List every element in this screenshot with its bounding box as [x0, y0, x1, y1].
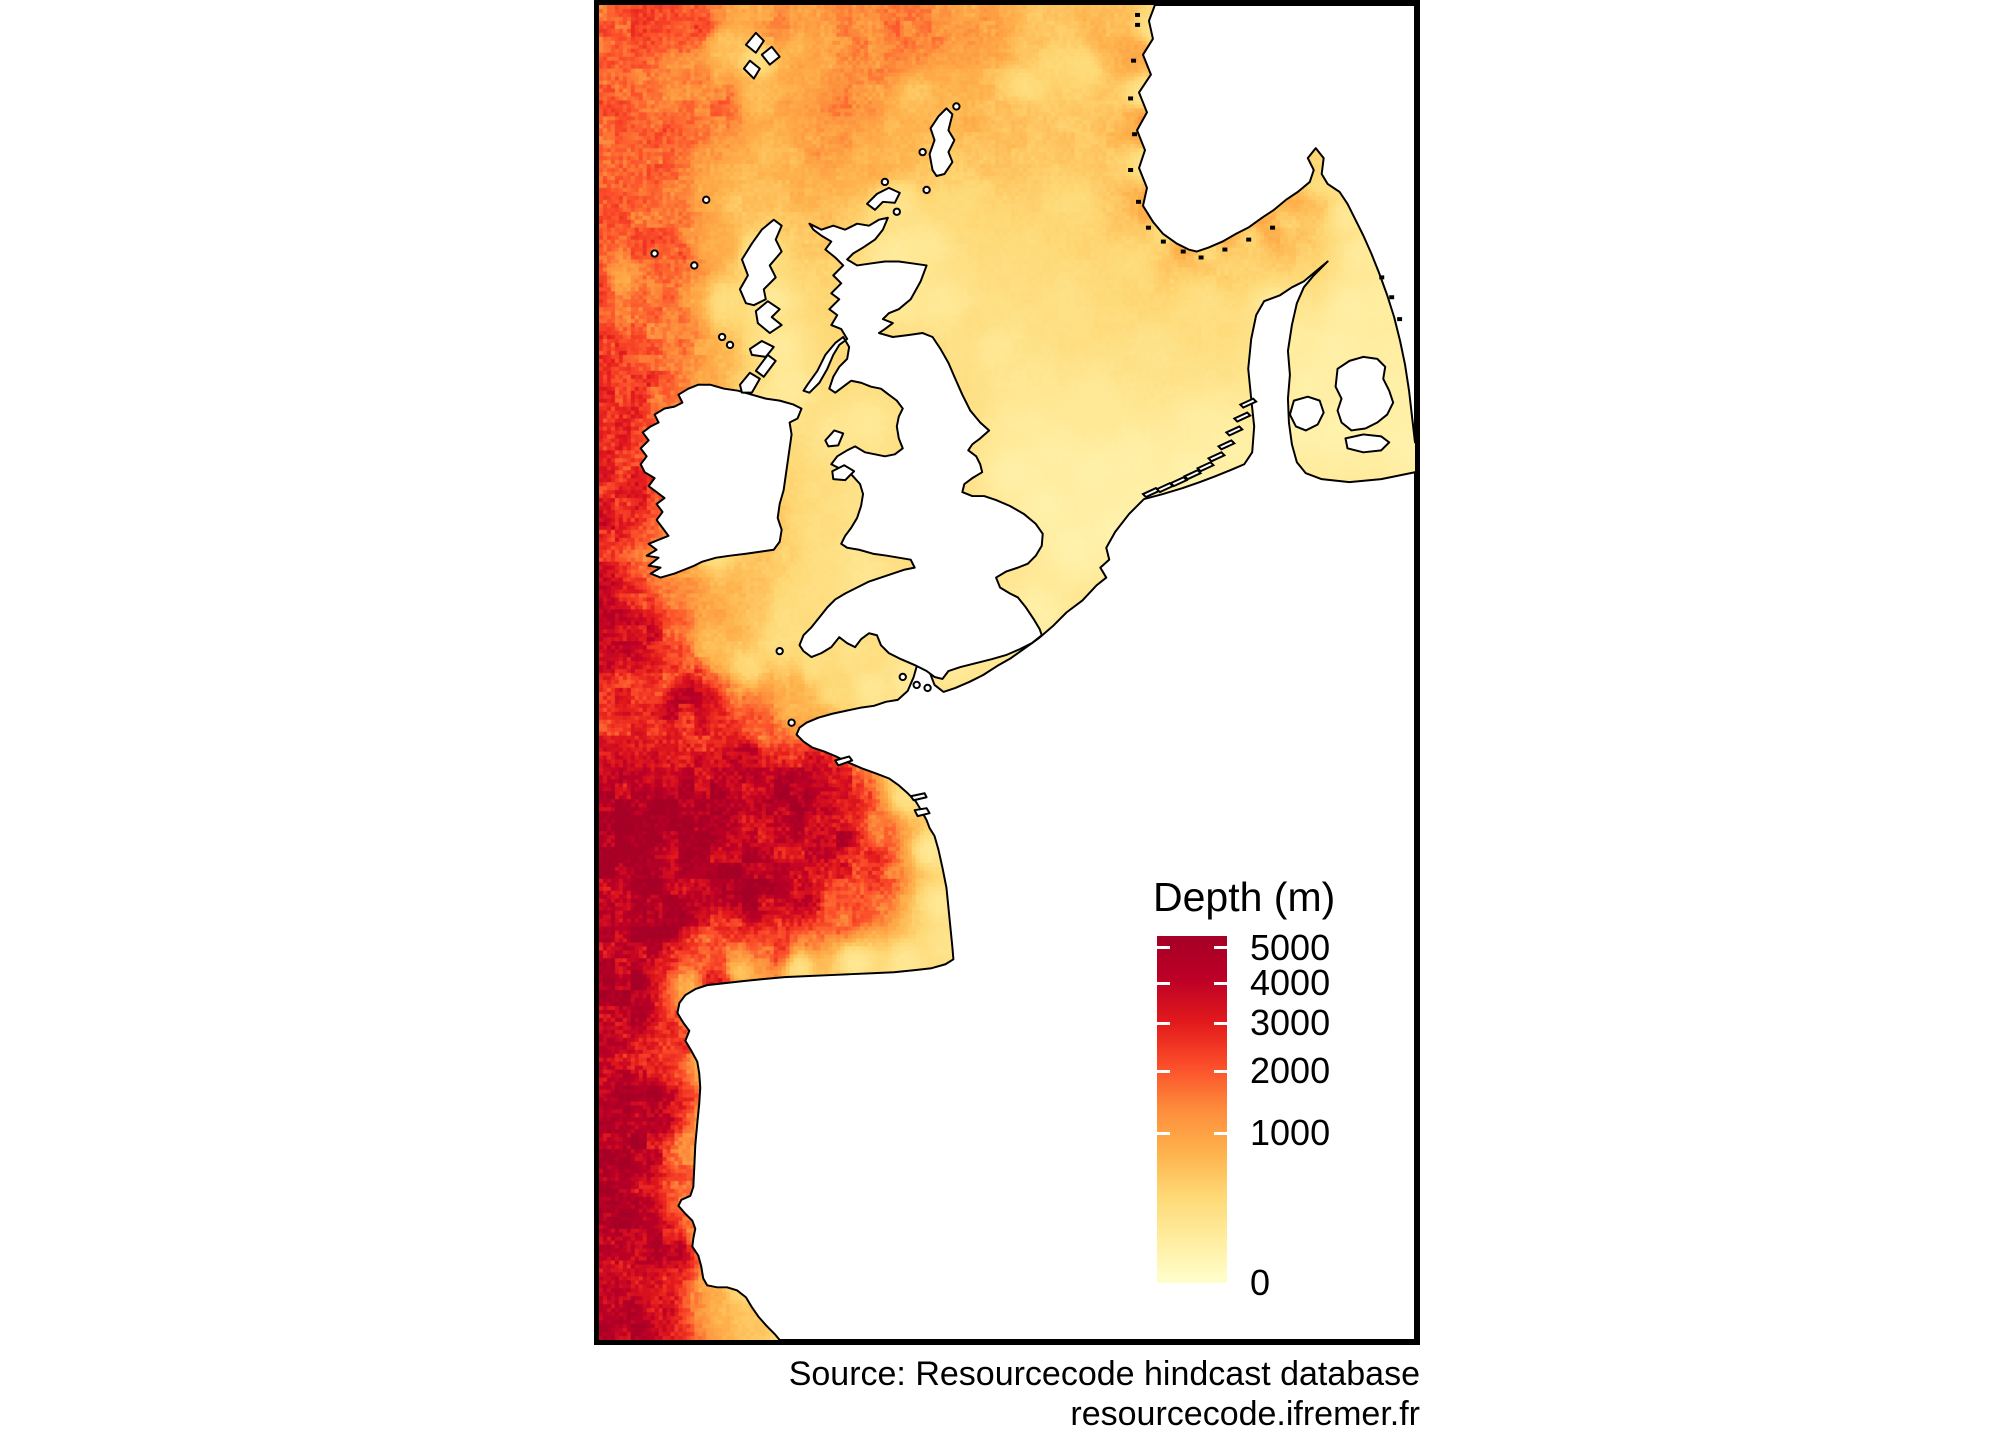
skerry	[1132, 132, 1138, 137]
land-norway-sweden	[1136, 5, 1415, 444]
legend-tick-mark	[1157, 946, 1170, 950]
skerry	[1270, 225, 1276, 230]
skerry	[1145, 225, 1151, 230]
legend-tick-label: 4000	[1250, 962, 1331, 1004]
small-island	[650, 249, 659, 258]
legend-tick-label: 0	[1250, 1262, 1271, 1303]
legend-tick-mark	[1157, 1069, 1170, 1073]
skerry	[1128, 96, 1134, 101]
legend-tick-mark	[1214, 946, 1227, 950]
land-barrier-island	[1206, 451, 1227, 463]
small-island	[787, 718, 796, 727]
land-faroe-1	[744, 31, 765, 54]
land-barrier-island	[1195, 461, 1216, 473]
small-island	[912, 680, 921, 690]
land-continental-europe	[676, 260, 1415, 1340]
land-skye	[754, 300, 783, 335]
skerry	[1389, 295, 1395, 300]
legend-tick-mark	[1157, 981, 1170, 985]
small-island	[880, 177, 890, 187]
skerry	[1160, 239, 1166, 244]
land-lewis-harris	[738, 218, 783, 307]
land-barrier-island	[1224, 425, 1244, 437]
legend-tick-label: 1000	[1250, 1112, 1331, 1154]
skerry	[1180, 249, 1186, 254]
caption-line-1: Source: Resourcecode hindcast database	[788, 1355, 1420, 1393]
skerry	[1135, 12, 1141, 17]
small-island	[690, 261, 699, 270]
land-barrier-island	[1238, 397, 1258, 409]
land-fyn	[1288, 395, 1325, 432]
legend-tick-mark	[1214, 1021, 1227, 1025]
small-island	[898, 672, 907, 682]
small-island	[922, 185, 931, 195]
skerry	[1128, 168, 1134, 172]
land-ireland	[639, 383, 803, 579]
skerry	[1136, 199, 1142, 204]
land-barrier-island	[1155, 481, 1175, 494]
land-lolland-falster	[1344, 433, 1391, 454]
land-barrier-island	[1182, 469, 1203, 481]
land-faroe-2	[760, 45, 781, 66]
legend-tick-mark	[1157, 1131, 1170, 1135]
skerry	[1198, 255, 1204, 260]
caption-line-2: resourcecode.ifremer.fr	[1070, 1395, 1420, 1433]
land-isle-of-man	[824, 429, 845, 448]
legend-tick-label: 2000	[1250, 1050, 1331, 1092]
small-island	[775, 646, 784, 656]
small-island	[923, 683, 932, 693]
land-barrier-island	[1216, 439, 1237, 451]
small-island	[725, 340, 735, 350]
skerry	[1222, 247, 1228, 252]
land-belle-ile	[834, 755, 854, 767]
land-orkney	[866, 186, 901, 211]
legend-colorbar	[1157, 936, 1227, 1283]
land-jura	[754, 353, 777, 378]
land-sjaelland	[1334, 355, 1395, 432]
land-barrier-island	[1169, 475, 1189, 488]
land-islay	[738, 371, 761, 394]
small-island	[918, 147, 927, 157]
legend-tick-mark	[1214, 1131, 1227, 1135]
land-great-britain	[798, 216, 1044, 680]
skerry	[1379, 275, 1385, 280]
coastline-layer	[639, 5, 1415, 1340]
small-island	[952, 102, 961, 111]
legend-title: Depth (m)	[1153, 874, 1336, 920]
map-panel	[594, 0, 1420, 1345]
legend-tick-label: 3000	[1250, 1002, 1331, 1044]
land-ile-de-re	[909, 792, 928, 802]
land-barrier-island	[1232, 411, 1252, 423]
small-island	[717, 332, 727, 342]
skerry	[1131, 58, 1137, 63]
legend-tick-mark	[1214, 1069, 1227, 1073]
source-caption: Source: Resourcecode hindcast database r…	[594, 1354, 1420, 1434]
land-shetland	[928, 107, 956, 177]
land-ile-oleron	[913, 807, 931, 818]
legend-tick-label: 5000	[1250, 926, 1331, 968]
land-mull	[748, 339, 775, 358]
small-island	[892, 207, 901, 216]
land-faroe-3	[742, 59, 761, 80]
small-island	[702, 195, 711, 205]
legend-tick-mark	[1214, 981, 1227, 985]
skerry	[1397, 317, 1403, 322]
skerry	[1135, 22, 1141, 27]
land-anglesey	[831, 464, 856, 482]
legend-tick-mark	[1157, 1021, 1170, 1025]
skerry	[1246, 237, 1252, 242]
